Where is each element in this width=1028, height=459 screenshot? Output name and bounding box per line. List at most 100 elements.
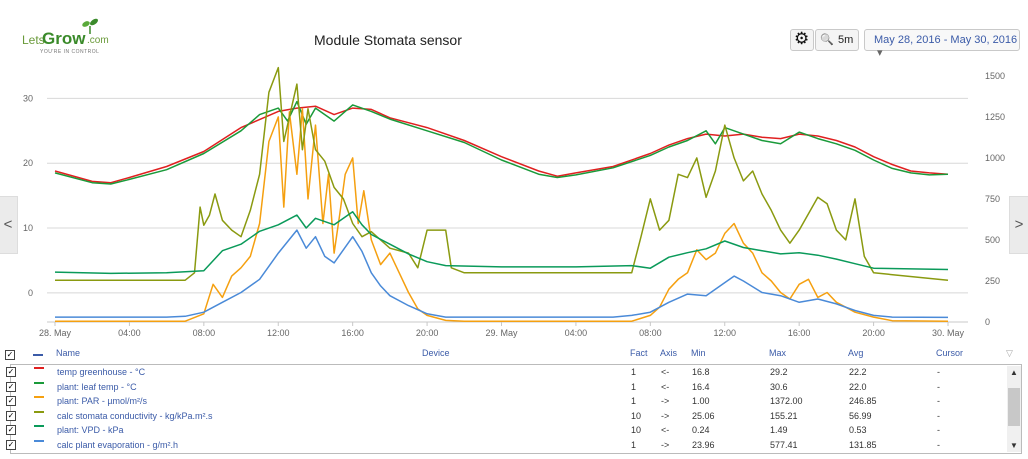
series-swatch <box>34 410 44 413</box>
y-axis-left: 0 10 20 30 <box>23 93 33 297</box>
x-tick-label: 16:00 <box>788 328 811 338</box>
legend-row[interactable]: ✓ plant: PAR - µmol/m²/s 1 -> 1.00 1372.00 246… <box>6 394 1006 409</box>
series-checkbox[interactable]: ✓ <box>6 425 16 435</box>
legend-cell-avg: 246.85 <box>849 396 877 406</box>
series-checkbox[interactable]: ✓ <box>6 410 16 421</box>
series-checkbox[interactable]: ✓ <box>6 396 16 406</box>
legend-cell-fact: 10 <box>631 425 642 435</box>
header-cursor[interactable]: Cursor <box>936 348 964 358</box>
x-tick-label: 29. May <box>485 328 518 338</box>
series-lines <box>54 66 949 322</box>
legend-cell-avg: 56.99 <box>849 410 872 421</box>
header-axis[interactable]: Axis <box>660 348 678 358</box>
legend-cell-fact: 1 <box>631 381 637 392</box>
legend-cell-cursor: - <box>937 425 940 435</box>
x-tick-label: 30. May <box>932 328 965 338</box>
legend-cell-name: plant: VPD - kPa <box>57 425 124 435</box>
series-swatch <box>34 381 44 384</box>
header-min[interactable]: Min <box>691 348 706 358</box>
legend-row[interactable]: ✓ calc plant evaporation - g/m².h 1 -> 23.96… <box>6 438 1006 453</box>
legend-cell-axis: <- <box>661 425 670 435</box>
scrollbar-thumb[interactable] <box>1008 388 1020 426</box>
gridlines <box>47 97 968 323</box>
legend-cell-name: calc stomata conductivity - kg/kPa.m².s <box>57 410 213 421</box>
next-period-button[interactable]: > <box>1009 196 1028 254</box>
legend-table: ✓ Name Device Fact Axis Min Max Avg Curs… <box>5 346 1022 454</box>
y-axis-right: 0 250 500 750 1000 1250 1500 <box>985 71 1005 327</box>
series-line <box>55 107 949 322</box>
y-left-tick-label: 20 <box>23 158 33 168</box>
y-left-tick-label: 0 <box>28 288 33 298</box>
series-checkbox[interactable]: ✓ <box>6 439 16 450</box>
chevron-down-icon: ▾ <box>877 47 883 59</box>
legend-cell-max: 577.41 <box>770 439 798 450</box>
header-avg[interactable]: Avg <box>848 348 864 358</box>
date-range-picker[interactable]: May 28, 2016 - May 30, 2016 ▾ <box>864 29 1020 59</box>
y-right-tick-label: 500 <box>985 235 1000 245</box>
letsgrow-logo: Lets Grow .com YOU'RE IN CONTROL <box>22 18 122 55</box>
legend-cell-name: plant: leaf temp - °C <box>57 381 137 392</box>
x-tick-label: 20:00 <box>416 328 439 338</box>
legend-cell-cursor: - <box>937 410 940 421</box>
series-checkbox[interactable]: ✓ <box>6 367 16 377</box>
legend-cell-fact: 10 <box>631 410 642 421</box>
header-name[interactable]: Name <box>56 348 81 358</box>
legend-cell-min: 0.24 <box>692 425 710 435</box>
legend-row[interactable]: ✓ plant: leaf temp - °C 1 <- 16.4 30.6 22.0 - <box>6 380 1006 395</box>
legend-cell-fact: 1 <box>631 396 637 406</box>
x-tick-label: 28. May <box>39 328 72 338</box>
legend-cell-avg: 131.85 <box>849 439 877 450</box>
legend-row[interactable]: ✓ temp greenhouse - °C 1 <- 16.8 29.2 22.2 - <box>6 365 1006 380</box>
sort-icon[interactable]: ▽ <box>1006 348 1013 358</box>
x-tick-label: 12:00 <box>267 328 290 338</box>
legend-cell-avg: 22.2 <box>849 367 867 377</box>
scroll-down-icon[interactable]: ▼ <box>1010 441 1018 450</box>
x-tick-label: 08:00 <box>639 328 662 338</box>
x-tick-label: 12:00 <box>713 328 736 338</box>
series-checkbox[interactable]: ✓ <box>6 381 16 392</box>
legend-row[interactable]: ✓ calc stomata conductivity - kg/kPa.m².s… <box>6 409 1006 424</box>
date-range-label: May 28, 2016 - May 30, 2016 <box>874 34 1018 46</box>
previous-period-button[interactable]: < <box>0 196 18 254</box>
legend-cell-cursor: - <box>937 396 940 406</box>
header-swatch <box>33 354 43 356</box>
series-line <box>54 105 949 184</box>
legend-cell-axis: -> <box>661 410 670 421</box>
legend-cell-axis: -> <box>661 396 670 406</box>
legend-cell-cursor: - <box>937 381 940 392</box>
y-right-tick-label: 250 <box>985 276 1000 286</box>
settings-button[interactable]: ⚙ <box>790 29 814 51</box>
period-button[interactable]: 🔍 5m <box>815 29 859 51</box>
legend-rows: ✓ temp greenhouse - °C 1 <- 16.8 29.2 22.2 - ✓ pl… <box>6 364 1022 454</box>
series-line <box>54 211 949 275</box>
legend-cell-axis: <- <box>661 367 670 377</box>
legend-scrollbar[interactable]: ▲ ▼ <box>1007 366 1021 452</box>
legend-row[interactable]: ✓ plant: VPD - kPa 10 <- 0.24 1.49 0.53 - <box>6 423 1006 438</box>
header-fact[interactable]: Fact <box>630 348 648 358</box>
legend-cell-min: 1.00 <box>692 396 710 406</box>
legend-cell-avg: 0.53 <box>849 425 867 435</box>
zoom-icon: 🔍 <box>820 34 834 46</box>
y-right-tick-label: 750 <box>985 194 1000 204</box>
legend-cell-avg: 22.0 <box>849 381 867 392</box>
legend-cell-max: 1372.00 <box>770 396 803 406</box>
legend-cell-max: 155.21 <box>770 410 798 421</box>
legend-cell-name: calc plant evaporation - g/m².h <box>57 439 179 450</box>
legend-cell-min: 16.4 <box>692 381 710 392</box>
header-device[interactable]: Device <box>422 348 450 358</box>
series-line <box>55 229 949 319</box>
x-tick-label: 16:00 <box>341 328 364 338</box>
legend-cell-axis: -> <box>661 439 670 450</box>
series-swatch <box>34 367 44 369</box>
header-max[interactable]: Max <box>769 348 787 358</box>
y-right-tick-label: 1500 <box>985 71 1005 81</box>
legend-cell-min: 16.8 <box>692 367 710 377</box>
y-left-tick-label: 30 <box>23 93 33 103</box>
select-all-checkbox[interactable]: ✓ <box>5 350 15 360</box>
gear-icon: ⚙ <box>794 29 810 48</box>
series-swatch <box>34 396 44 398</box>
scroll-up-icon[interactable]: ▲ <box>1010 368 1018 377</box>
y-left-tick-label: 10 <box>23 223 33 233</box>
legend-cell-max: 30.6 <box>770 381 788 392</box>
line-chart[interactable]: 0 10 20 30 0 250 500 750 1000 1250 1500 28. May 04… <box>0 0 1028 345</box>
